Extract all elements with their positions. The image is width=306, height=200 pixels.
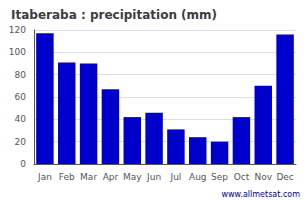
svg-text:Jun: Jun (146, 172, 161, 182)
svg-text:Feb: Feb (59, 172, 75, 182)
svg-text:100: 100 (9, 47, 26, 57)
svg-text:Sep: Sep (211, 172, 228, 182)
svg-text:Aug: Aug (189, 172, 207, 182)
svg-text:40: 40 (15, 114, 27, 124)
svg-text:Jan: Jan (37, 172, 52, 182)
svg-text:60: 60 (15, 92, 27, 102)
svg-text:Jul: Jul (169, 172, 181, 182)
svg-text:20: 20 (15, 137, 27, 147)
svg-text:80: 80 (15, 70, 27, 80)
svg-text:Oct: Oct (234, 172, 250, 182)
svg-text:Itaberaba : precipitation (mm): Itaberaba : precipitation (mm) (11, 8, 217, 22)
svg-text:0: 0 (20, 159, 26, 169)
svg-text:www.allmetsat.com: www.allmetsat.com (222, 190, 301, 199)
svg-text:120: 120 (9, 25, 26, 35)
svg-text:Apr: Apr (103, 172, 119, 182)
svg-text:Mar: Mar (80, 172, 97, 182)
svg-text:Dec: Dec (276, 172, 293, 182)
svg-text:Nov: Nov (254, 172, 272, 182)
svg-text:May: May (123, 172, 142, 182)
